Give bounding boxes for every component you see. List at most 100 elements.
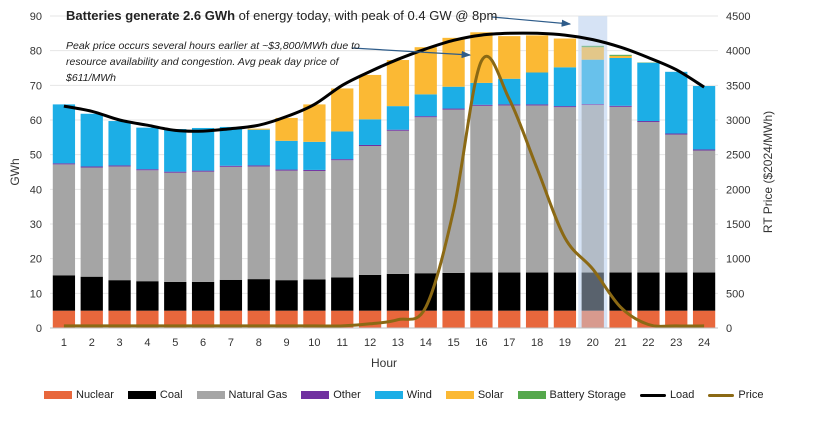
x-tick-23: 23 <box>670 337 682 349</box>
legend-label-coal: Coal <box>159 389 183 401</box>
legend-swatch-natural-gas <box>196 391 225 399</box>
legend-swatch-solar <box>445 391 474 399</box>
x-tick-10: 10 <box>308 337 320 349</box>
legend-item-natural-gas: Natural Gas <box>196 389 288 401</box>
bar-coal-hour-14 <box>414 273 437 311</box>
bar-coal-hour-7 <box>219 279 243 311</box>
x-tick-19: 19 <box>559 337 571 349</box>
x-axis-ticks: 1 2 3 4 5 6 7 8 9 10 11 12 13 14 15 16 17 18 19 20 21 22 23 24 <box>61 337 710 349</box>
bar-nuclear-hour-21 <box>609 310 632 328</box>
bar-natural-gas-hour-9 <box>275 170 298 281</box>
bar-natural-gas-hour-10 <box>303 170 326 280</box>
legend-label-natural-gas: Natural Gas <box>228 389 288 401</box>
bar-nuclear-hour-8 <box>247 310 270 328</box>
bar-other-hour-4 <box>136 169 159 171</box>
bar-solar-hour-9 <box>275 117 298 141</box>
y-axis-title: GWh <box>8 158 22 185</box>
x-tick-11: 11 <box>337 337 348 349</box>
bar-coal-hour-12 <box>358 274 382 311</box>
bar-nuclear-hour-16 <box>470 310 493 328</box>
x-tick-21: 21 <box>614 337 626 349</box>
bar-coal-hour-2 <box>80 276 103 311</box>
y2-tick-500: 500 <box>726 288 744 300</box>
bar-coal-hour-21 <box>609 272 632 311</box>
bar-other-hour-23 <box>665 133 688 135</box>
bar-nuclear-hour-6 <box>191 310 215 328</box>
y-tick-60: 60 <box>30 115 42 127</box>
bar-wind-hour-7 <box>219 126 243 166</box>
bar-other-hour-24 <box>692 149 716 151</box>
bar-natural-gas-hour-21 <box>609 106 632 273</box>
stacked-bars <box>52 32 716 328</box>
bar-solar-hour-13 <box>386 60 410 107</box>
bar-coal-hour-13 <box>386 273 410 311</box>
bar-other-hour-7 <box>219 165 243 167</box>
legend-swatch-other <box>301 391 330 399</box>
y-tick-90: 90 <box>30 11 42 23</box>
bar-natural-gas-hour-8 <box>247 166 270 280</box>
bar-wind-hour-23 <box>665 71 688 134</box>
legend-item-coal: Coal <box>127 389 183 401</box>
legend-label-wind: Wind <box>406 389 432 401</box>
x-tick-12: 12 <box>364 337 376 349</box>
bar-coal-hour-23 <box>665 272 688 311</box>
y2-axis-title: RT Price ($2024/MWh) <box>761 111 775 233</box>
bar-wind-hour-22 <box>637 62 660 122</box>
bar-natural-gas-hour-22 <box>637 122 660 273</box>
bar-other-hour-19 <box>553 106 577 108</box>
y2-tick-3500: 3500 <box>726 80 750 92</box>
bar-other-hour-15 <box>442 108 465 110</box>
bar-nuclear-hour-11 <box>331 310 354 328</box>
bar-natural-gas-hour-11 <box>331 160 354 278</box>
title-arrow <box>491 16 572 27</box>
bar-nuclear-hour-5 <box>164 310 187 328</box>
legend-label-nuclear: Nuclear <box>76 389 114 401</box>
legend-item-solar: Solar <box>445 389 504 401</box>
chart-title: Batteries generate 2.6 GWh of energy tod… <box>66 8 497 23</box>
x-tick-1: 1 <box>61 337 67 349</box>
bar-wind-hour-16 <box>470 82 493 105</box>
bar-nuclear-hour-9 <box>275 310 298 328</box>
bar-nuclear-hour-4 <box>136 310 159 328</box>
bar-other-hour-8 <box>247 165 270 167</box>
y-axis-gridlines <box>50 15 718 294</box>
bar-natural-gas-hour-4 <box>136 170 159 282</box>
bar-solar-hour-21 <box>609 55 632 58</box>
y-tick-10: 10 <box>30 288 42 300</box>
x-tick-22: 22 <box>642 337 654 349</box>
legend-swatch-coal <box>127 391 156 399</box>
bar-nuclear-hour-23 <box>665 310 688 328</box>
x-tick-18: 18 <box>531 337 543 349</box>
bar-coal-hour-4 <box>136 281 159 311</box>
bar-battery-storage-hour-21 <box>609 54 632 56</box>
bar-nuclear-hour-19 <box>553 310 577 328</box>
bar-other-hour-2 <box>80 166 103 168</box>
legend-label-price: Price <box>738 389 764 401</box>
legend-item-price: Price <box>708 389 763 401</box>
x-axis-title: Hour <box>371 356 397 370</box>
bar-nuclear-hour-18 <box>525 310 549 328</box>
bar-other-hour-20 <box>581 104 604 106</box>
bar-coal-hour-20 <box>581 272 604 311</box>
bar-wind-hour-9 <box>275 140 298 170</box>
legend-swatch-wind <box>374 391 403 399</box>
chart-title-bold: Batteries generate 2.6 GWh <box>66 8 236 23</box>
legend-item-other: Other <box>301 389 361 401</box>
bar-coal-hour-22 <box>637 272 660 311</box>
bar-coal-hour-10 <box>303 279 326 311</box>
bar-nuclear-hour-14 <box>414 310 437 328</box>
bar-wind-hour-24 <box>692 86 716 150</box>
y-tick-50: 50 <box>30 150 42 162</box>
bar-coal-hour-11 <box>331 277 354 311</box>
bar-other-hour-9 <box>275 169 298 171</box>
bar-solar-hour-16 <box>470 32 493 83</box>
bar-other-hour-13 <box>386 129 410 131</box>
bar-natural-gas-hour-16 <box>470 105 493 273</box>
price-line <box>63 54 705 328</box>
bar-solar-hour-14 <box>414 47 437 95</box>
bar-wind-hour-3 <box>108 121 131 166</box>
bar-coal-hour-19 <box>553 272 577 311</box>
bar-wind-hour-11 <box>331 131 354 160</box>
bar-wind-hour-2 <box>80 113 103 167</box>
bar-natural-gas-hour-7 <box>219 166 243 280</box>
